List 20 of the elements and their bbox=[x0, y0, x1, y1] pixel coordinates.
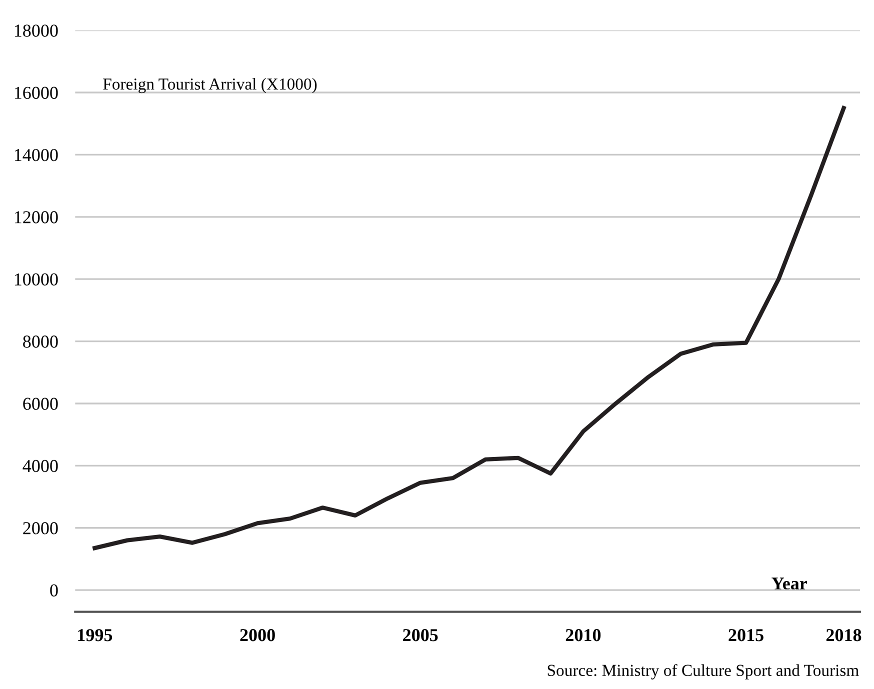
y-tick-label: 2000 bbox=[23, 522, 58, 534]
x-tick-label: 2018 bbox=[826, 629, 862, 642]
y-tick-label: 14000 bbox=[14, 148, 58, 162]
x-tick-label: 2000 bbox=[240, 629, 275, 642]
x-tick-label: 2010 bbox=[566, 629, 601, 642]
source-note: Source: Ministry of Culture Sport and Tourism bbox=[548, 664, 859, 680]
y-tick-label: 10000 bbox=[14, 273, 58, 286]
y-tick-label: 12000 bbox=[14, 211, 58, 224]
y-tick-label: 0 bbox=[50, 584, 58, 597]
y-axis-title: Foreign Tourist Arrival (X1000) bbox=[103, 78, 317, 94]
y-tick-label: 6000 bbox=[23, 398, 58, 410]
y-tick-label: 4000 bbox=[22, 460, 58, 472]
x-tick-label: 2005 bbox=[403, 629, 438, 642]
y-tick-label: 18000 bbox=[14, 24, 58, 37]
x-axis-title: Year bbox=[772, 578, 808, 590]
x-tick-label: 2015 bbox=[728, 629, 764, 642]
x-tick-label: 1995 bbox=[78, 629, 112, 642]
y-tick-label: 8000 bbox=[23, 336, 58, 348]
line-series bbox=[92, 106, 846, 550]
y-tick-label: 16000 bbox=[14, 86, 58, 99]
